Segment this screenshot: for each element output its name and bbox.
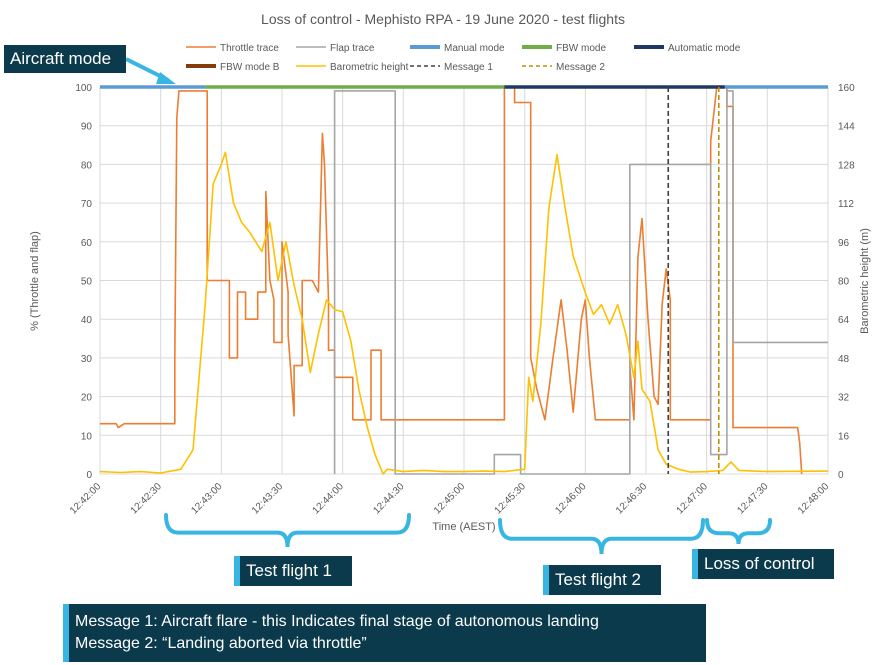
x-tick-label: 12:43:00 [189, 481, 225, 517]
automatic-mode-legend-label: Automatic mode [668, 43, 741, 54]
throttle-trace-line [100, 86, 803, 475]
fbw-mode-legend-label: FBW mode [556, 43, 606, 54]
y2-tick-label: 160 [838, 83, 855, 94]
axes: 0 10 20 30 40 50 60 70 80 90 100 0 16 32 48 64 80 96 112 12… [68, 83, 855, 516]
y-tick-label: 60 [81, 238, 93, 249]
message-2-text: Message 2: “Landing aborted via throttle… [75, 635, 367, 652]
y2-tick-label: 0 [838, 470, 844, 481]
x-tick-label: 12:42:30 [129, 481, 165, 517]
y-axis-label: % (Throttle and flap) [29, 231, 41, 331]
test-flight-1-brace [164, 513, 411, 548]
aircraft-mode-arrowhead [156, 72, 176, 84]
y2-tick-label: 80 [838, 277, 850, 288]
y2-tick-label: 32 [838, 393, 850, 404]
x-tick-label: 12:42:00 [68, 481, 104, 517]
y2-tick-label: 16 [838, 431, 850, 442]
loss-of-control-callout: Loss of control [692, 549, 834, 579]
y-tick-label: 10 [81, 431, 93, 442]
y-tick-label: 20 [81, 393, 93, 404]
test-flight-1-callout: Test flight 1 [234, 556, 352, 586]
x-tick-label: 12:47:30 [735, 481, 771, 517]
loss-of-control-brace [705, 518, 772, 545]
message-2-legend-label: Message 2 [556, 62, 605, 73]
y2-tick-label: 144 [838, 122, 855, 133]
series [99, 85, 829, 475]
y2-axis-label: Barometric height (m) [859, 228, 871, 334]
flap-trace-line [333, 90, 828, 475]
x-axis-label: Time (AEST) [432, 521, 495, 533]
x-tick-label: 12:45:00 [432, 481, 468, 517]
y-tick-label: 100 [75, 83, 92, 94]
aircraft-mode-callout: Aircraft mode [4, 45, 126, 73]
y-tick-label: 30 [81, 354, 93, 365]
throttle-trace-legend-label: Throttle trace [220, 43, 279, 54]
x-tick-label: 12:44:30 [371, 481, 407, 517]
barometric-height-line [99, 151, 829, 475]
y-tick-label: 80 [81, 160, 93, 171]
chart-title: Loss of control - Mephisto RPA - 19 June… [261, 11, 625, 27]
legend: Throttle trace Flap trace Manual mode FBW m… [186, 43, 741, 73]
y-tick-label: 90 [81, 122, 93, 133]
x-tick-label: 12:48:00 [796, 481, 832, 517]
y2-tick-label: 48 [838, 354, 850, 365]
message-1-text: Message 1: Aircraft flare - this Indicat… [75, 613, 599, 630]
y-tick-label: 40 [81, 315, 93, 326]
test-flight-2-brace [498, 518, 705, 555]
y-tick-label: 70 [81, 199, 93, 210]
braces [125, 57, 772, 555]
manual-mode-legend-label: Manual mode [444, 43, 505, 54]
y2-tick-label: 128 [838, 160, 855, 171]
messages-callout: Message 1: Aircraft flare - this Indicat… [63, 604, 706, 662]
barometric-height-legend-label: Barometric height [330, 62, 409, 73]
x-tick-label: 12:46:30 [614, 481, 650, 517]
x-tick-label: 12:45:30 [493, 481, 529, 517]
y-tick-label: 0 [86, 470, 92, 481]
test-flight-2-callout: Test flight 2 [543, 565, 661, 595]
x-tick-label: 12:43:30 [250, 481, 286, 517]
flap-trace-legend-label: Flap trace [330, 43, 375, 54]
y2-tick-label: 64 [838, 315, 850, 326]
y2-tick-label: 96 [838, 238, 850, 249]
x-tick-label: 12:47:00 [675, 481, 711, 517]
y-tick-label: 50 [81, 277, 93, 288]
x-tick-label: 12:46:00 [553, 481, 589, 517]
x-tick-label: 12:44:00 [311, 481, 347, 517]
fbw-mode-b-legend-label: FBW mode B [220, 62, 280, 73]
y2-tick-label: 112 [838, 199, 854, 210]
message-1-legend-label: Message 1 [444, 62, 493, 73]
